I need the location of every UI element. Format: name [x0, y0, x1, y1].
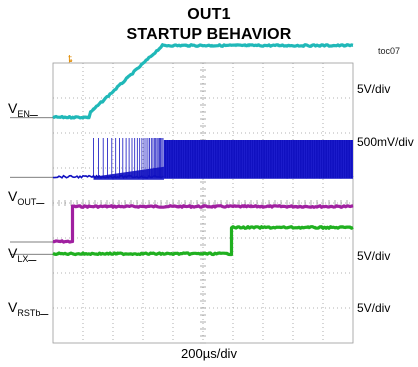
channel-label-vrstb: VRSTb_ — [8, 299, 49, 318]
scale-ven: 5V/div — [357, 82, 391, 96]
trace-lx-envelope — [93, 166, 164, 180]
channel-label-vlx: VLX_ — [8, 245, 37, 264]
channel-label-ven: VEN_ — [8, 100, 38, 119]
chart-title: OUT1 — [187, 6, 231, 23]
trigger-marker: ȶ — [68, 54, 73, 65]
trace-rstb-noise — [52, 225, 354, 256]
scale-vrstb: 5V/div — [357, 301, 391, 315]
figure-id: toc07 — [377, 46, 400, 56]
timebase-label: 200µs/div — [181, 346, 237, 361]
channel-label-vout: VOUT_ — [8, 188, 45, 207]
plot-frame — [52, 62, 354, 344]
scale-vout: 500mV/div — [357, 135, 414, 149]
trace-en-noise — [52, 204, 354, 244]
chart-subtitle: STARTUP BEHAVIOR — [126, 26, 292, 43]
scale-vlx: 5V/div — [357, 249, 391, 263]
trace-out-noise — [52, 43, 354, 120]
